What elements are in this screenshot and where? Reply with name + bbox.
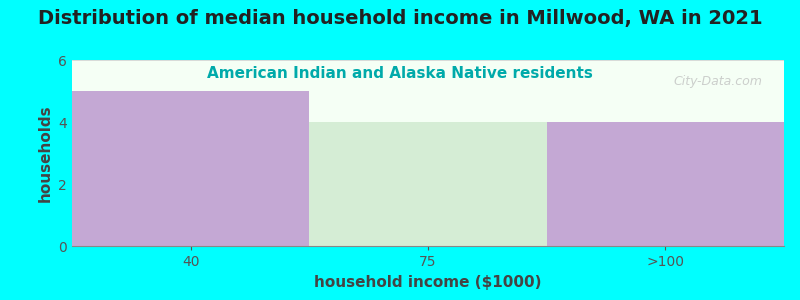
Y-axis label: households: households bbox=[38, 104, 53, 202]
Bar bbox=[72, 91, 310, 246]
Text: American Indian and Alaska Native residents: American Indian and Alaska Native reside… bbox=[207, 66, 593, 81]
Text: Distribution of median household income in Millwood, WA in 2021: Distribution of median household income … bbox=[38, 9, 762, 28]
X-axis label: household income ($1000): household income ($1000) bbox=[314, 274, 542, 290]
Text: City-Data.com: City-Data.com bbox=[674, 75, 762, 88]
Bar bbox=[546, 122, 784, 246]
Bar bbox=[310, 122, 546, 246]
